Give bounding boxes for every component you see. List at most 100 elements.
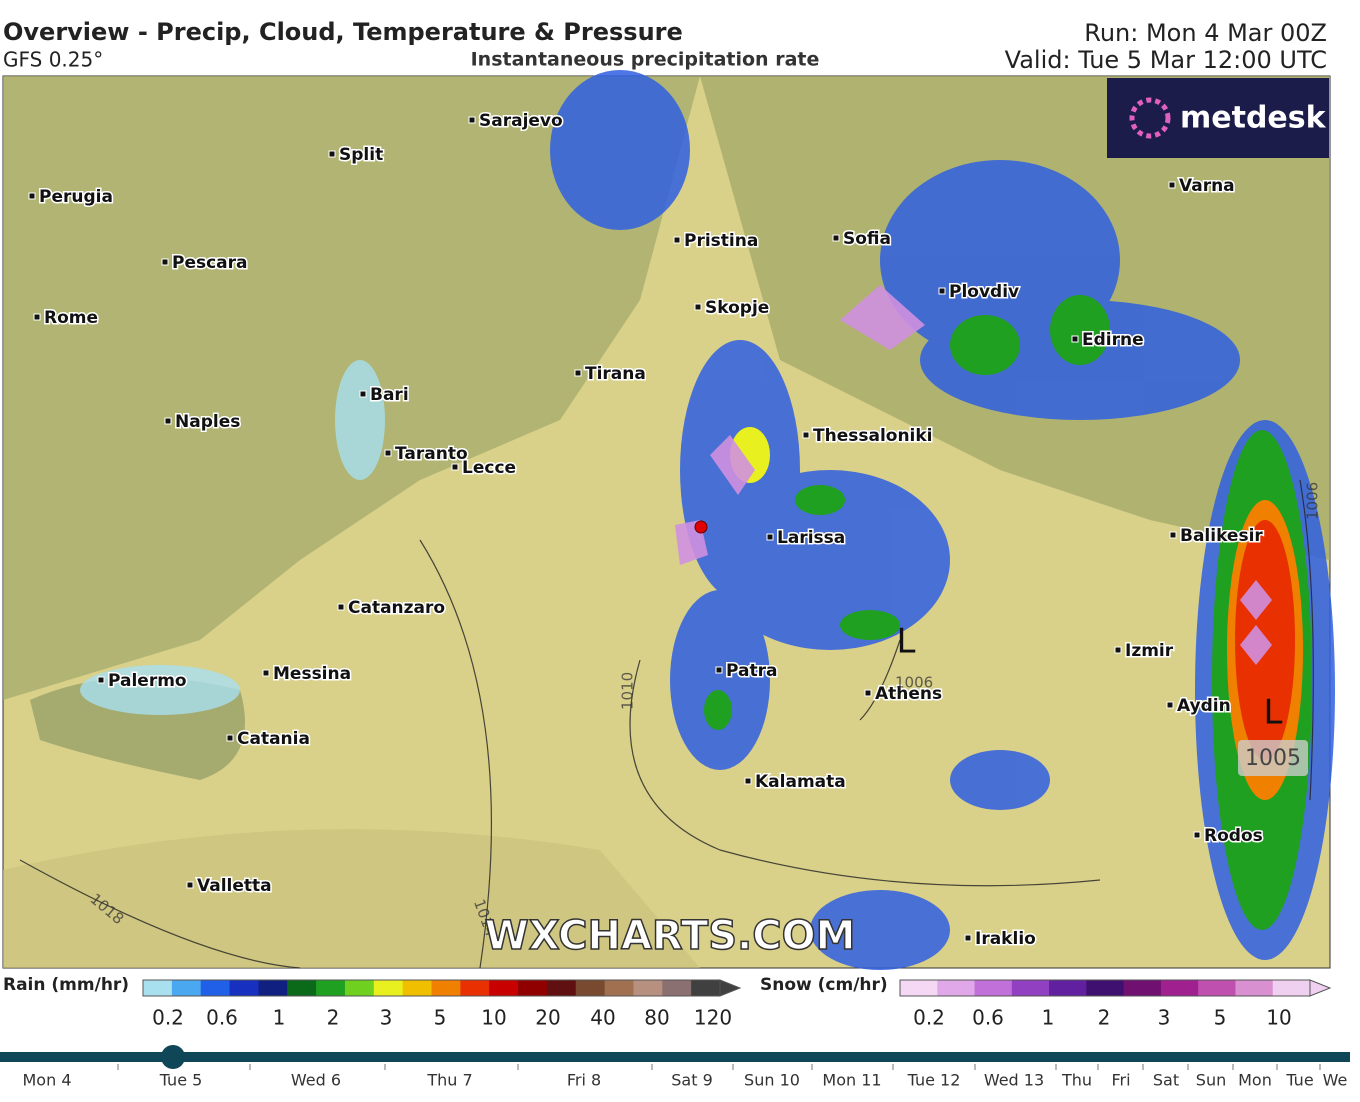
low-marker: L [1264,693,1283,733]
legend-swatch [344,980,375,996]
city-dot [715,666,723,674]
timeline-day[interactable]: Sat [1153,1071,1179,1090]
isobar-label: 1010 [619,672,637,710]
timeline-day[interactable]: Sat 9 [671,1071,713,1090]
legend-swatch [460,980,490,996]
snow-legend-title: Snow (cm/hr) [760,975,888,995]
timeline-day[interactable]: Mon 4 [23,1071,72,1090]
city-label: Catanzaro [348,598,445,618]
legend-swatch [1123,980,1162,996]
city-dot [33,313,41,321]
city-dot [574,369,582,377]
city-label: Sarajevo [479,111,563,131]
city-label: Rome [44,308,98,328]
legend-swatch [937,980,976,996]
legend-tick-label: 2 [1098,1006,1111,1030]
timeline-day[interactable]: Tue 12 [907,1071,961,1090]
timeline-day[interactable]: Wed 13 [984,1071,1044,1090]
legend-swatch [633,980,663,996]
city-label: Pescara [172,253,248,273]
city-dot [832,234,840,242]
legend-tick-label: 120 [694,1006,732,1030]
subtitle: Instantaneous precipitation rate [471,49,820,71]
legend-tick-label: 3 [1158,1006,1171,1030]
legend-tick-label: 5 [1214,1006,1227,1030]
legend-swatch [402,980,432,996]
legend-swatch [1086,980,1125,996]
city-dot [451,463,459,471]
model: GFS 0.25° [3,48,103,72]
legend-tick-label: 40 [590,1006,615,1030]
city-label: Athens [875,684,942,704]
city-label: Valletta [197,876,272,896]
city-dot [262,669,270,677]
city-dot [938,287,946,295]
legend-swatch [200,980,231,996]
legend-swatch [373,980,404,996]
legend-swatch [316,980,346,996]
timeline-day[interactable]: Sun 10 [744,1071,800,1090]
legend-swatch [546,980,577,996]
legend-swatch [974,980,1013,996]
city-dot [359,390,367,398]
legend-tick-label: 80 [644,1006,669,1030]
timeline-day[interactable]: Fri 8 [567,1071,601,1090]
city-dot [97,676,105,684]
city-dot [1168,181,1176,189]
legend-swatch [229,980,259,996]
city-dot [1169,531,1177,539]
city-label: Balikesir [1180,526,1263,546]
city-dot [673,236,681,244]
legend-arrow [1309,979,1332,997]
legend-frame [142,979,721,997]
legend-swatch [171,980,202,996]
legend-tick-label: 2 [327,1006,340,1030]
timeline-day[interactable]: Fri [1111,1071,1130,1090]
city-dot [468,116,476,124]
timeline-day[interactable]: We [1323,1071,1348,1090]
timeline-day[interactable]: Mon 11 [822,1071,881,1090]
legend-tick-label: 5 [434,1006,447,1030]
city-label: Kalamata [755,772,846,792]
legend-frame [899,979,1311,997]
city-label: Catania [237,729,310,749]
legend-tick-label: 0.6 [972,1006,1004,1030]
isobar-label: 1006 [895,674,933,692]
timeline-day[interactable]: Tue [1285,1071,1313,1090]
logo-box [1107,78,1329,158]
legend-swatch [1011,980,1050,996]
timeline-day[interactable]: Wed 6 [291,1071,341,1090]
timeline-bar [0,1052,1350,1062]
city-dot [337,603,345,611]
legend-swatch [691,980,721,996]
legend-swatch [489,980,519,996]
legend-swatch [1160,980,1199,996]
city-dot [28,192,36,200]
timeline-day[interactable]: Thu [1061,1071,1092,1090]
city-dot [328,150,336,158]
logo: metdesk [1180,101,1327,136]
city-label: Messina [273,664,351,684]
city-label: Aydin [1177,696,1231,716]
city-dot [1166,701,1174,709]
city-label: Rodos [1204,826,1263,846]
pressure-center-label: 1005 [1245,746,1301,771]
city-label: Split [339,145,383,165]
timeline-day[interactable]: Sun [1196,1071,1226,1090]
city-label: Iraklio [975,929,1036,949]
timeline-day[interactable]: Tue 5 [159,1071,203,1090]
city-dot [384,449,392,457]
legend-tick-label: 0.2 [152,1006,184,1030]
title: Overview - Precip, Cloud, Temperature & … [3,18,683,46]
legend-tick-label: 1 [1042,1006,1055,1030]
timeline-day[interactable]: Mon [1238,1071,1272,1090]
timeline-day[interactable]: Thu 7 [426,1071,472,1090]
legend-swatch [1049,980,1087,996]
run: Run: Mon 4 Mar 00Z [1084,19,1327,47]
timeline-slider[interactable] [161,1045,185,1069]
legend-tick-label: 10 [481,1006,506,1030]
city-label: Naples [175,412,240,432]
city-dot [1193,831,1201,839]
city-label: Varna [1179,176,1235,196]
